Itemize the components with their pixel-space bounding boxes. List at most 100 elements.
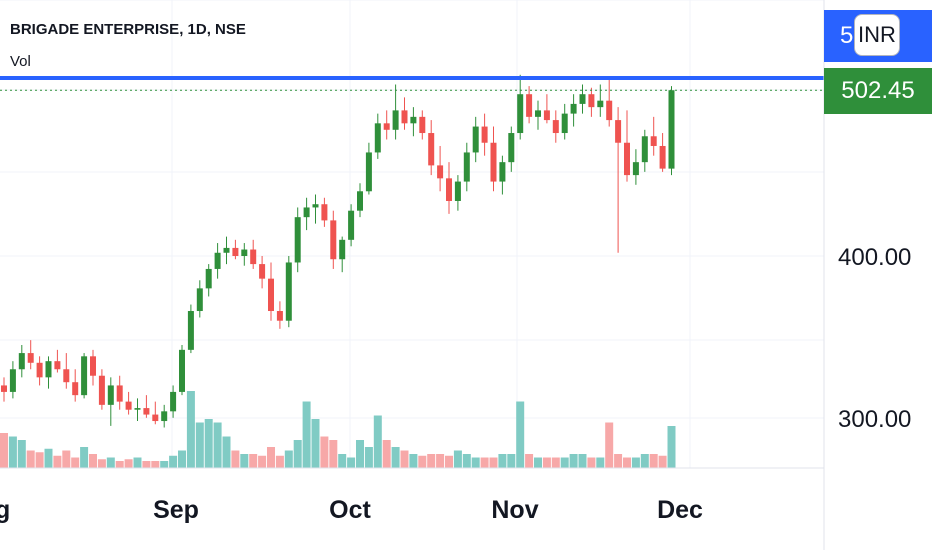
volume-bar (373, 415, 382, 468)
time-tick-label: Oct (329, 496, 371, 524)
time-axis[interactable]: Aug Sep Oct Nov Dec (0, 496, 703, 524)
candle-body (428, 133, 435, 166)
volume-label[interactable]: Vol (10, 53, 31, 70)
candle-body (18, 353, 25, 370)
candle-body (579, 94, 586, 104)
candle-body (490, 142, 497, 182)
candle-body (437, 165, 444, 179)
candle-body (321, 204, 328, 221)
volume-bar (311, 419, 320, 468)
volume-bar (560, 457, 569, 468)
volume-bar (17, 440, 26, 468)
volume-bar (605, 422, 614, 468)
candle-body (294, 217, 301, 263)
candle-body (214, 252, 221, 269)
volume-bar (89, 454, 97, 468)
volume-bar (178, 450, 186, 468)
volume-bar (222, 436, 231, 468)
candle-body (419, 116, 426, 134)
candle-body (90, 356, 96, 376)
candle-body (588, 94, 595, 108)
volume-bars (0, 391, 676, 468)
candle-body (170, 391, 177, 412)
candle-body (54, 361, 61, 370)
volume-bar (516, 401, 525, 468)
volume-bar (409, 454, 418, 468)
volume-bar (302, 401, 311, 468)
candle-body (659, 145, 666, 169)
volume-bar (542, 457, 551, 468)
volume-bar (249, 454, 258, 468)
candle-body (161, 411, 168, 422)
volume-bar (507, 454, 516, 468)
candle-body (250, 249, 257, 265)
candle-body (615, 120, 622, 143)
candle-body (446, 178, 452, 201)
currency-button[interactable]: INR (854, 14, 900, 56)
volume-bar (436, 454, 445, 468)
candle-body (508, 133, 515, 163)
volume-bar (356, 440, 364, 468)
volume-bar (525, 454, 534, 468)
candle-body (312, 204, 319, 208)
volume-bar (614, 454, 623, 468)
candle-body (232, 247, 239, 256)
time-tick-label: Dec (657, 496, 703, 524)
volume-bar (195, 422, 204, 468)
volume-bar (551, 457, 560, 468)
volume-bar (596, 457, 605, 468)
volume-bar (115, 461, 124, 468)
candle-body (81, 356, 88, 396)
volume-bar (623, 457, 631, 468)
candle-body (285, 262, 292, 321)
volume-bar (62, 450, 71, 468)
candle-body (276, 311, 283, 321)
volume-bar (418, 455, 427, 468)
candle-body (143, 408, 150, 415)
candle-body (606, 100, 613, 121)
candle-body (668, 90, 675, 169)
volume-bar (471, 457, 480, 468)
volume-bar (275, 455, 284, 468)
candle-body (125, 401, 132, 410)
volume-bar (391, 447, 400, 468)
volume-bar (649, 454, 658, 468)
candle-body (134, 408, 141, 410)
candle-body (552, 120, 559, 134)
volume-bar (169, 455, 178, 468)
volume-bar (658, 455, 667, 468)
volume-bar (329, 440, 338, 468)
volume-bar (364, 447, 373, 468)
volume-bar (71, 457, 80, 468)
candle-body (339, 239, 346, 260)
candle-body (535, 110, 541, 117)
candle-body (374, 123, 381, 153)
candle-body (481, 126, 488, 143)
volume-bar (489, 457, 498, 468)
price-tick-label: 400.00 (838, 244, 911, 271)
candle-body (152, 414, 159, 422)
volume-bar (26, 450, 35, 468)
candle-body (624, 142, 630, 176)
candle-body (570, 103, 577, 114)
candle-body (98, 375, 105, 405)
volume-bar (534, 457, 542, 468)
candle-body (517, 94, 524, 134)
candle-body (36, 362, 43, 378)
volume-bar (53, 455, 62, 468)
symbol-title[interactable]: BRIGADE ENTERPRISE, 1D, NSE (10, 21, 246, 38)
candle-body (597, 100, 604, 108)
candle-body (72, 382, 79, 396)
volume-bar (587, 457, 596, 468)
candles (1, 74, 675, 428)
price-axis[interactable]: 300.00 400.00 (838, 244, 911, 433)
time-tick-label: Nov (491, 496, 538, 524)
volume-bar (480, 457, 489, 468)
candle-body (526, 94, 533, 117)
volume-bar (142, 461, 151, 468)
candle-body (641, 136, 648, 163)
volume-bar (427, 454, 436, 468)
candle-body (27, 353, 34, 363)
candle-body (268, 278, 274, 312)
